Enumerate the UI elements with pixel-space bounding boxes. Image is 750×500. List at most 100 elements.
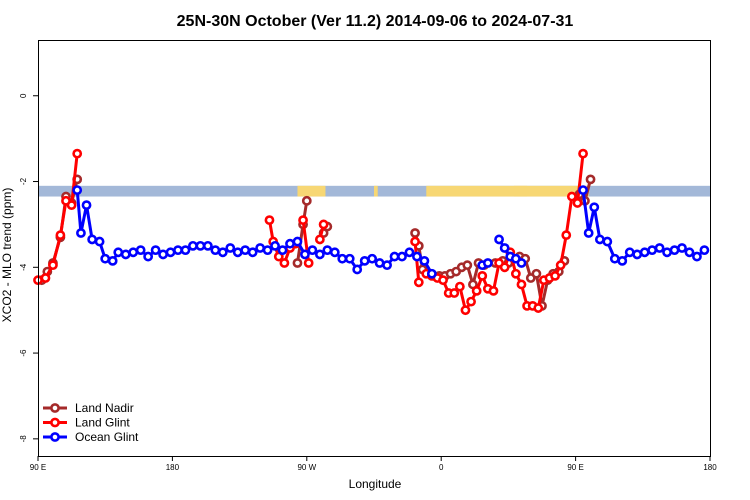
data-point <box>292 258 303 268</box>
data-point <box>438 275 448 286</box>
y-tick-label: -6 <box>19 349 28 357</box>
data-point <box>516 258 527 268</box>
data-point <box>94 236 105 247</box>
land-ocean-band <box>38 185 710 197</box>
data-point <box>669 245 680 256</box>
data-point <box>352 264 363 275</box>
data-point <box>550 270 560 281</box>
data-point <box>449 288 460 298</box>
data-point <box>699 245 710 256</box>
x-tick-label: 90 E <box>567 463 583 472</box>
data-point <box>471 285 482 296</box>
data-point <box>298 215 308 226</box>
data-point <box>113 247 124 258</box>
data-point <box>240 245 251 256</box>
data-point <box>412 251 422 262</box>
data-point <box>279 258 290 268</box>
data-point <box>307 245 318 256</box>
y-tick-label: -8 <box>19 435 28 443</box>
data-point <box>76 228 86 238</box>
data-point <box>510 268 521 279</box>
data-point <box>589 202 600 213</box>
series-line <box>37 153 79 282</box>
x-tick-label: 180 <box>166 463 180 472</box>
data-point <box>561 230 572 241</box>
data-point <box>232 247 243 258</box>
data-point <box>359 255 370 266</box>
data-point <box>454 281 465 292</box>
data-point <box>270 240 280 251</box>
data-point <box>609 253 620 264</box>
data-point <box>572 198 583 208</box>
data-point <box>225 243 236 253</box>
data-point <box>329 247 340 258</box>
data-point <box>382 260 392 271</box>
land-band-segment <box>374 185 378 197</box>
data-point <box>531 268 542 279</box>
data-point <box>48 260 58 271</box>
data-point <box>594 234 605 245</box>
data-point <box>264 215 275 226</box>
data-point <box>210 245 221 256</box>
data-point <box>499 243 510 253</box>
y-tick-label: -4 <box>19 263 28 271</box>
data-point <box>300 249 310 260</box>
data-point <box>100 253 111 264</box>
data-point <box>128 247 139 258</box>
data-point <box>66 200 77 211</box>
data-point <box>143 251 154 262</box>
data-point <box>555 260 566 271</box>
data-point <box>374 258 385 268</box>
data-point <box>482 258 493 268</box>
data-point <box>692 251 702 262</box>
data-point <box>165 247 176 258</box>
data-point <box>466 296 476 307</box>
data-point <box>55 230 66 241</box>
data-point <box>344 253 355 264</box>
data-point <box>647 245 658 256</box>
data-point <box>397 251 407 262</box>
data-point <box>639 247 650 258</box>
x-tick-label: 180 <box>703 463 717 472</box>
legend-marker <box>50 417 60 428</box>
land-band-segment <box>426 185 589 197</box>
data-point <box>460 305 471 316</box>
series-line <box>413 241 421 283</box>
chart-title: 25N-30N October (Ver 11.2) 2014-09-06 to… <box>177 13 574 30</box>
data-point <box>72 185 83 196</box>
data-point <box>135 245 146 256</box>
data-point <box>150 245 161 256</box>
data-point <box>654 243 665 253</box>
data-point <box>410 236 420 247</box>
plot-frame <box>38 40 711 457</box>
y-tick-label: -2 <box>19 177 28 185</box>
series-line <box>425 153 585 312</box>
y-tick-label: 0 <box>19 93 28 98</box>
data-point <box>488 285 499 296</box>
data-point <box>426 268 437 279</box>
data-point <box>72 148 83 159</box>
data-point <box>494 234 504 245</box>
legend-label: Ocean Glint <box>75 430 139 444</box>
data-point <box>173 245 183 256</box>
land-band-segment <box>514 185 528 197</box>
land-band-segment <box>297 185 326 197</box>
data-point <box>677 243 687 253</box>
data-point <box>322 245 333 256</box>
data-point <box>195 240 206 251</box>
data-point <box>337 253 348 264</box>
data-point <box>285 238 295 249</box>
data-point <box>404 247 415 258</box>
data-point <box>516 279 527 290</box>
data-point <box>314 249 325 260</box>
data-point <box>120 249 131 260</box>
data-point <box>262 245 273 256</box>
data-point <box>566 191 577 202</box>
y-axis-label: XCO2 - MLO trend (ppm) <box>0 188 14 323</box>
data-point <box>578 185 588 196</box>
data-point <box>462 260 473 271</box>
data-point <box>81 200 92 211</box>
data-point <box>585 174 596 185</box>
